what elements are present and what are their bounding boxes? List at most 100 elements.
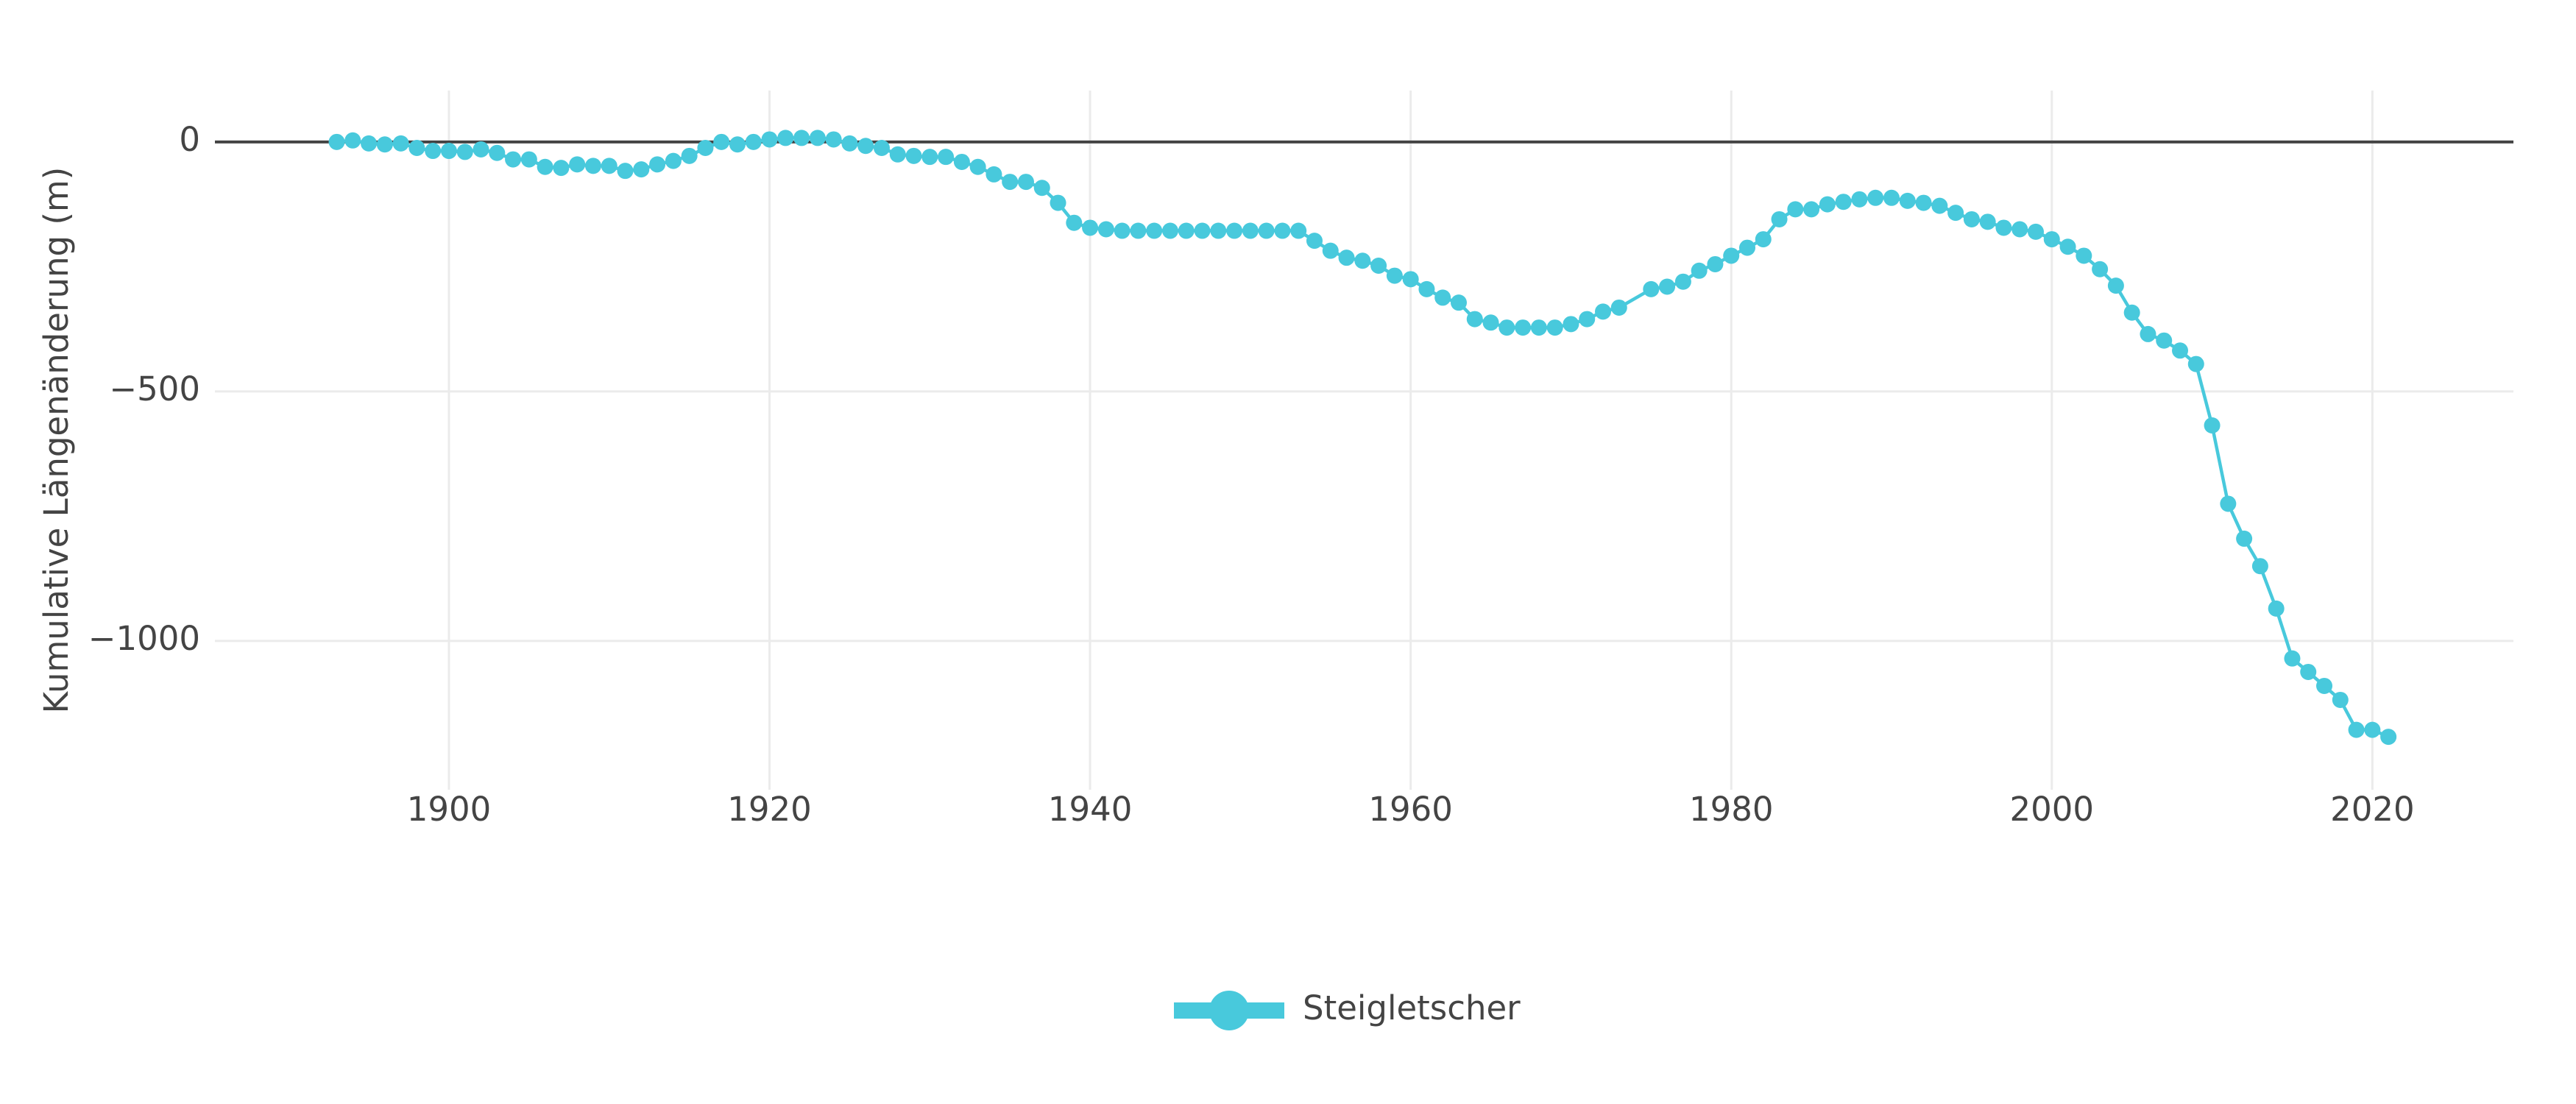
marker — [1161, 222, 1178, 239]
marker — [729, 136, 746, 153]
marker — [1883, 189, 1900, 206]
marker — [617, 163, 634, 180]
marker — [1242, 222, 1259, 239]
marker — [361, 135, 378, 152]
x-tick-label: 1980 — [1689, 790, 1774, 829]
marker — [344, 132, 361, 149]
marker — [1771, 210, 1788, 227]
marker — [1050, 194, 1066, 211]
marker — [1482, 314, 1499, 331]
marker — [520, 151, 537, 168]
marker — [2220, 495, 2237, 512]
marker — [2380, 729, 2397, 746]
marker — [1755, 231, 1772, 248]
marker — [2268, 600, 2285, 617]
marker — [633, 161, 650, 178]
marker — [2092, 261, 2109, 277]
marker — [1066, 214, 1083, 231]
marker — [1402, 271, 1419, 288]
marker — [440, 143, 457, 160]
marker — [2123, 304, 2140, 321]
marker — [1370, 258, 1387, 275]
marker — [2140, 325, 2156, 342]
marker — [1674, 273, 1691, 290]
marker — [2076, 247, 2092, 264]
marker — [697, 139, 714, 156]
marker — [1258, 222, 1275, 239]
marker — [1386, 267, 1403, 284]
marker — [938, 149, 955, 166]
marker — [2107, 277, 2124, 294]
marker — [745, 133, 762, 150]
marker — [2316, 677, 2333, 694]
marker — [713, 133, 730, 150]
x-tick-label: 1960 — [1368, 790, 1453, 829]
marker — [1659, 278, 1676, 295]
marker — [1947, 205, 1964, 222]
marker — [2204, 417, 2221, 434]
marker — [1354, 252, 1371, 269]
marker — [1194, 222, 1211, 239]
marker — [1963, 210, 1980, 227]
marker — [1915, 194, 1932, 211]
marker — [1290, 222, 1307, 239]
marker — [537, 158, 553, 175]
marker — [761, 131, 778, 148]
marker — [1835, 194, 1852, 210]
marker — [969, 158, 986, 175]
marker — [793, 130, 810, 146]
marker — [1707, 255, 1724, 272]
marker — [1723, 247, 1740, 264]
marker — [505, 151, 522, 168]
marker — [825, 131, 842, 148]
marker — [1579, 311, 1596, 328]
marker — [857, 138, 874, 155]
marker — [1210, 222, 1227, 239]
marker — [328, 133, 345, 150]
y-tick-label: 0 — [179, 120, 200, 159]
marker — [569, 156, 586, 173]
legend-label: Steigletscher — [1303, 988, 1521, 1027]
marker — [601, 158, 618, 174]
marker — [681, 147, 698, 164]
marker — [1995, 219, 2012, 236]
marker — [809, 130, 826, 146]
marker — [841, 135, 858, 152]
marker — [953, 153, 970, 170]
marker — [1899, 192, 1916, 209]
marker — [584, 158, 601, 174]
marker — [1338, 250, 1355, 266]
marker — [1787, 201, 1804, 218]
marker — [905, 147, 922, 164]
marker — [1819, 196, 1836, 213]
marker — [376, 136, 393, 153]
x-tick-label: 2000 — [2010, 790, 2095, 829]
marker — [2059, 238, 2076, 255]
marker — [1530, 319, 1547, 336]
marker — [1498, 319, 1515, 336]
marker — [1146, 222, 1163, 239]
y-axis-title: Kumulative Längenänderung (m) — [37, 167, 76, 714]
x-tick-label: 1900 — [407, 790, 492, 829]
marker — [1306, 233, 1323, 250]
marker — [1322, 242, 1339, 259]
marker — [2300, 663, 2317, 680]
x-tick-label: 1940 — [1048, 790, 1133, 829]
marker — [2348, 721, 2365, 738]
marker — [553, 160, 570, 177]
marker — [1274, 222, 1291, 239]
marker — [456, 144, 473, 160]
marker — [489, 144, 506, 161]
marker — [2011, 221, 2028, 238]
marker — [1546, 319, 1563, 336]
x-tick-label: 2020 — [2330, 790, 2415, 829]
grid — [215, 91, 2513, 790]
marker — [1418, 280, 1435, 297]
marker — [425, 143, 442, 160]
marker — [1594, 303, 1611, 320]
marker — [2364, 721, 2381, 738]
marker — [1643, 280, 1660, 297]
marker — [1130, 222, 1147, 239]
marker — [665, 152, 682, 169]
